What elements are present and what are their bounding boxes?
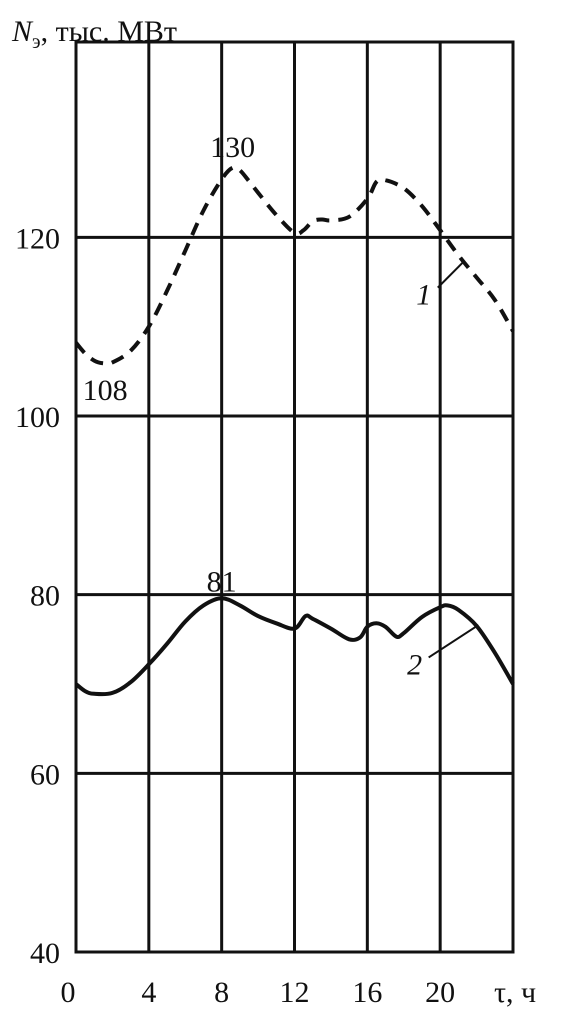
series-group [74, 165, 515, 697]
x-axis-label: τ, ч [494, 976, 536, 1009]
annotation-81: 81 [207, 565, 237, 598]
x-tick-label-12: 12 [280, 976, 310, 1009]
plot-frame [74, 40, 515, 954]
curve-labels: 12 [407, 260, 479, 681]
curve-label-2: 2 [407, 648, 422, 681]
x-tick-label-8: 8 [214, 976, 229, 1009]
series-line-2 [74, 596, 515, 697]
y-axis-subscript: э [32, 31, 41, 53]
x-tick-label-4: 4 [141, 976, 156, 1009]
y-tick-label-80: 80 [30, 580, 60, 613]
y-axis-label: Nэ, тыс. МВт [11, 15, 177, 53]
annotation-108: 108 [83, 374, 128, 407]
curve-pointer-1 [437, 260, 465, 289]
x-tick-label-0: 0 [61, 976, 76, 1009]
grid [76, 42, 513, 952]
annotations: 130 108 81 [83, 131, 255, 598]
series-line-1 [74, 165, 515, 366]
annotation-130: 130 [210, 131, 255, 164]
y-axis-symbol: N [11, 15, 34, 48]
curve-pointer-2 [428, 624, 479, 659]
x-tick-label-16: 16 [352, 976, 382, 1009]
y-tick-label-60: 60 [30, 758, 60, 791]
y-tick-label-40: 40 [30, 937, 60, 970]
y-tick-label-100: 100 [15, 401, 60, 434]
curve-label-1: 1 [416, 279, 431, 312]
y-tick-label-120: 120 [15, 222, 60, 255]
y-axis-unit: , тыс. МВт [41, 15, 177, 48]
x-tick-label-20: 20 [425, 976, 455, 1009]
